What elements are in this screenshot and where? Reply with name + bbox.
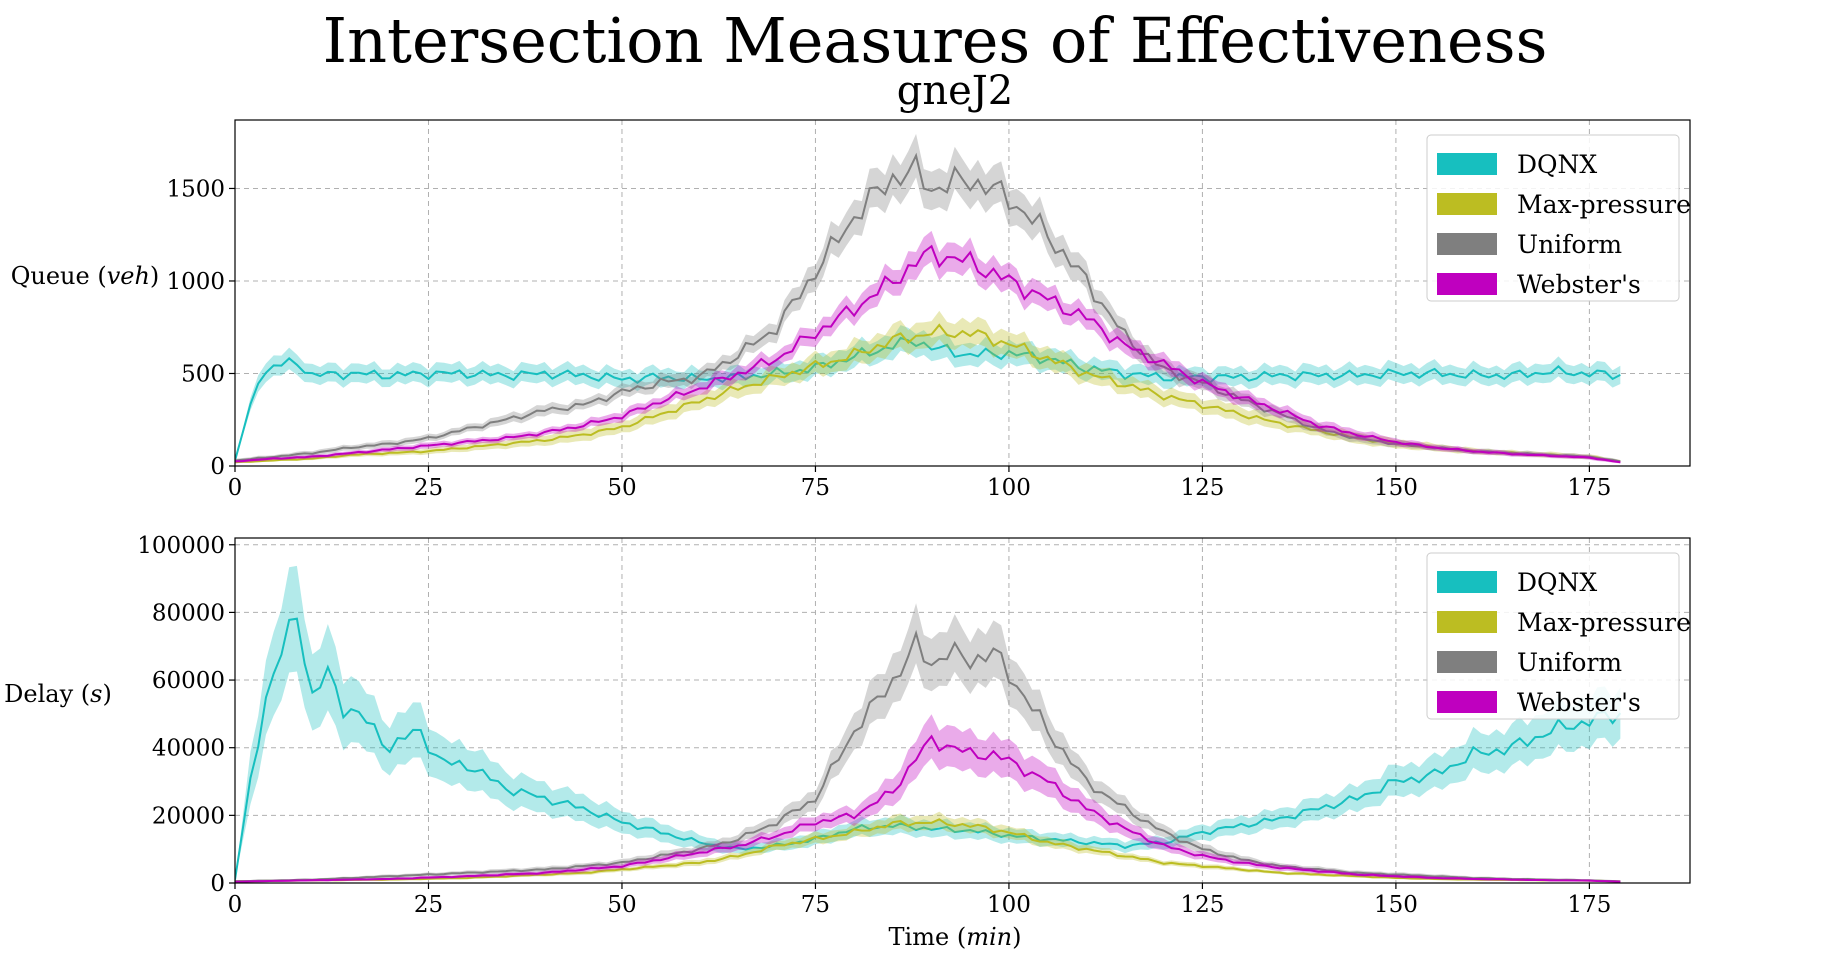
y-axis-label: Queue (veh) bbox=[11, 262, 160, 290]
y-tick-label: 0 bbox=[210, 871, 225, 897]
legend-label: Uniform bbox=[1517, 648, 1622, 677]
band-uniform bbox=[235, 133, 1621, 463]
legend-swatch bbox=[1437, 651, 1497, 673]
legend-swatch bbox=[1437, 611, 1497, 633]
band-dqnx bbox=[235, 325, 1621, 462]
x-tick-label: 50 bbox=[607, 892, 636, 918]
y-tick-label: 40000 bbox=[152, 736, 225, 762]
x-tick-label: 0 bbox=[228, 475, 243, 501]
x-tick-label: 175 bbox=[1567, 892, 1611, 918]
legend-box bbox=[1426, 134, 1680, 302]
x-tick-label: 175 bbox=[1567, 475, 1611, 501]
legend-box bbox=[1426, 552, 1680, 720]
axes-frame bbox=[234, 119, 1691, 467]
legend-label: Max-pressure bbox=[1517, 190, 1691, 219]
x-tick-label: 125 bbox=[1180, 892, 1224, 918]
x-tick-label: 0 bbox=[228, 892, 243, 918]
delay-panel: 0 25 50 75 100 125 150 175 0 20000 40000 60000 80000… bbox=[4, 533, 1691, 918]
y-axis-label: Delay (s) bbox=[4, 680, 112, 708]
line-webster-s bbox=[235, 734, 1621, 883]
y-tick-label: 80000 bbox=[152, 600, 225, 626]
legend-label: Max-pressure bbox=[1517, 608, 1691, 637]
band-uniform bbox=[235, 603, 1621, 883]
line-max-pressure bbox=[235, 323, 1621, 464]
x-tick-label: 100 bbox=[987, 475, 1031, 501]
legend-label: Webster's bbox=[1517, 270, 1641, 299]
x-axis-label: Time (min) bbox=[889, 923, 1022, 951]
line-webster-s bbox=[235, 244, 1621, 464]
y-tick-label: 1500 bbox=[166, 176, 225, 202]
line-uniform bbox=[235, 629, 1621, 883]
figure-title: Intersection Measures of Effectiveness bbox=[323, 4, 1548, 77]
legend: DQNX Max-pressure Uniform Webster's bbox=[1426, 552, 1691, 720]
x-tick-label: 75 bbox=[801, 892, 830, 918]
band-max-pressure bbox=[235, 310, 1621, 464]
legend-label: Uniform bbox=[1517, 230, 1622, 259]
band-dqnx bbox=[235, 565, 1621, 881]
y-tick-label: 500 bbox=[181, 361, 225, 387]
legend-swatch bbox=[1437, 193, 1497, 215]
legend: DQNX Max-pressure Uniform Webster's bbox=[1426, 134, 1691, 302]
figure-subtitle: gneJ2 bbox=[897, 68, 1014, 114]
x-tick-label: 25 bbox=[414, 475, 443, 501]
legend-label: DQNX bbox=[1517, 150, 1597, 179]
x-tick-label: 25 bbox=[414, 892, 443, 918]
line-dqnx bbox=[235, 336, 1621, 461]
x-tick-label: 150 bbox=[1374, 475, 1418, 501]
legend-label: DQNX bbox=[1517, 568, 1597, 597]
legend-swatch bbox=[1437, 273, 1497, 295]
line-dqnx bbox=[235, 617, 1622, 880]
x-tick-label: 75 bbox=[801, 475, 830, 501]
line-uniform bbox=[235, 152, 1621, 463]
y-tick-label: 1000 bbox=[166, 269, 225, 295]
x-tick-label: 50 bbox=[607, 475, 636, 501]
legend-swatch bbox=[1437, 571, 1497, 593]
x-tick-label: 150 bbox=[1374, 892, 1418, 918]
band-webster-s bbox=[235, 230, 1621, 464]
y-tick-label: 20000 bbox=[152, 803, 225, 829]
legend-swatch bbox=[1437, 691, 1497, 713]
band-max-pressure bbox=[235, 811, 1621, 883]
legend-label: Webster's bbox=[1517, 688, 1641, 717]
y-tick-label: 0 bbox=[210, 454, 225, 480]
legend-swatch bbox=[1437, 153, 1497, 175]
x-tick-label: 100 bbox=[987, 892, 1031, 918]
x-tick-label: 125 bbox=[1180, 475, 1224, 501]
axes-frame bbox=[234, 537, 1691, 884]
legend-swatch bbox=[1437, 233, 1497, 255]
line-max-pressure bbox=[235, 818, 1621, 883]
band-webster-s bbox=[235, 714, 1621, 883]
queue-panel: 0 25 50 75 100 125 150 175 0 500 1000 1500 Queue (ve… bbox=[11, 119, 1691, 501]
y-tick-label: 100000 bbox=[137, 533, 225, 559]
y-tick-label: 60000 bbox=[152, 668, 225, 694]
